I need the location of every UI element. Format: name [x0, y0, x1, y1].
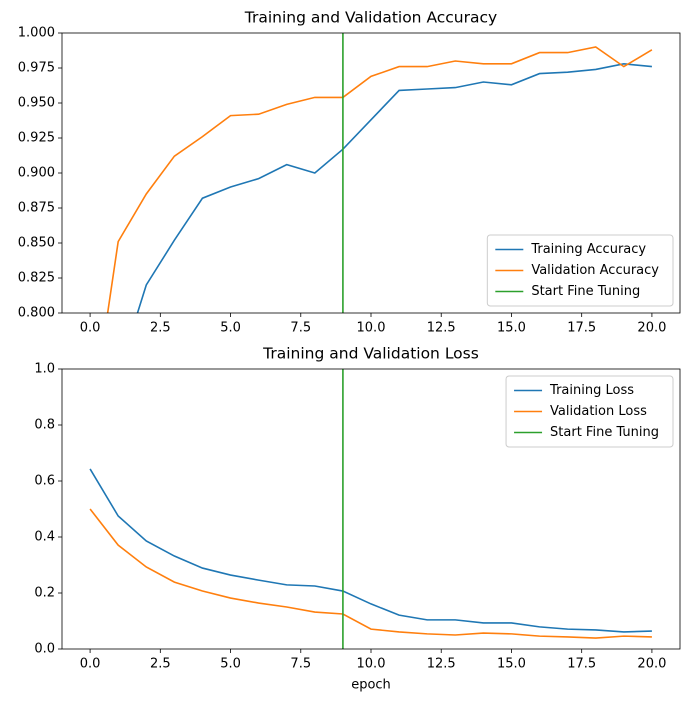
x-tick-label: 5.0: [220, 321, 241, 336]
legend-label: Training Accuracy: [530, 242, 646, 257]
y-tick-label: 0.800: [18, 306, 55, 321]
x-axis-label: epoch: [351, 678, 391, 693]
legend: Training Accuracy Validation Accuracy Star…: [486, 234, 674, 307]
series-line: [136, 62, 652, 313]
legend: Training Loss Validation Loss Start Fine T…: [505, 375, 674, 448]
legend-label: Validation Loss: [550, 404, 647, 419]
x-tick-label: 7.5: [290, 321, 311, 336]
y-tick-label: 0.900: [18, 166, 55, 181]
axes-frame: [61, 32, 681, 314]
y-tick-label: 0.8: [34, 418, 55, 433]
x-tick-label: 12.5: [427, 321, 456, 336]
y-tick-label: 0.925: [18, 131, 55, 146]
y-tick-label: 1.0: [34, 362, 55, 377]
x-tick-label: 0.0: [80, 321, 101, 336]
series-line: [89, 468, 652, 633]
x-tick-label: 10.0: [357, 657, 386, 672]
x-tick-label: 12.5: [427, 657, 456, 672]
subplot: Training and Validation Accuracy 0.0 2.5 5.…: [18, 9, 681, 336]
x-tick-label: 2.5: [150, 657, 171, 672]
plot-area: [89, 369, 652, 649]
plot-area: [106, 33, 653, 313]
y-tick-label: 0.6: [34, 474, 55, 489]
y-tick-label: 0.825: [18, 271, 55, 286]
x-tick-label: 5.0: [220, 657, 241, 672]
x-tick-label: 15.0: [497, 657, 526, 672]
legend-label: Validation Accuracy: [531, 263, 659, 278]
legend-label: Start Fine Tuning: [531, 284, 640, 299]
series-line: [89, 508, 652, 639]
legend-box: [505, 375, 674, 448]
axes-frame: [61, 368, 681, 650]
legend-label: Training Loss: [549, 383, 634, 398]
x-tick-label: 20.0: [637, 657, 666, 672]
y-tick-label: 0.4: [34, 530, 55, 545]
y-tick-label: 0.950: [18, 96, 55, 111]
y-tick-label: 0.2: [34, 586, 55, 601]
subplot: Training and Validation Loss epoch 0.0 2.5 5…: [34, 345, 681, 693]
y-tick-label: 0.975: [18, 61, 55, 76]
x-tick-label: 15.0: [497, 321, 526, 336]
legend-box: [486, 234, 674, 307]
chart-title: Training and Validation Loss: [262, 345, 479, 363]
x-tick-label: 2.5: [150, 321, 171, 336]
y-tick-label: 0.0: [34, 642, 55, 657]
x-tick-label: 17.5: [567, 657, 596, 672]
legend-label: Start Fine Tuning: [550, 425, 659, 440]
y-tick-label: 1.000: [18, 26, 55, 41]
x-tick-label: 10.0: [357, 321, 386, 336]
x-tick-label: 17.5: [567, 321, 596, 336]
y-tick-label: 0.850: [18, 236, 55, 251]
series-line: [106, 46, 653, 313]
y-tick-label: 0.875: [18, 201, 55, 216]
x-tick-label: 0.0: [80, 657, 101, 672]
x-tick-label: 20.0: [637, 321, 666, 336]
x-tick-label: 7.5: [290, 657, 311, 672]
chart-title: Training and Validation Accuracy: [244, 9, 497, 27]
